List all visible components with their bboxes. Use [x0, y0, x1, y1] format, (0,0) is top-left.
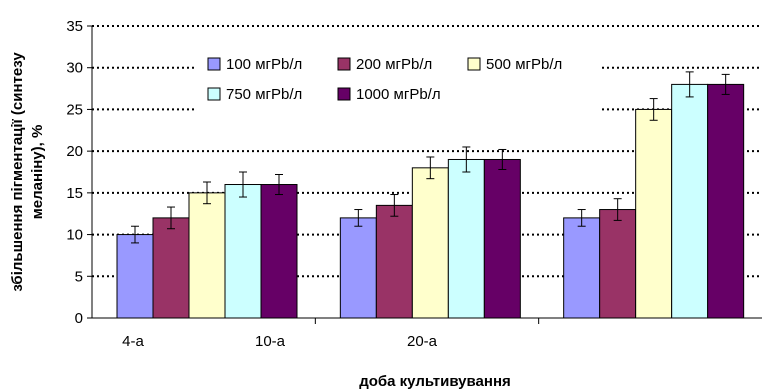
y-tick-label-10: 10	[66, 227, 83, 244]
bar-5-group-3	[707, 83, 745, 319]
legend-swatch-3	[467, 57, 481, 71]
legend-swatch-2	[337, 57, 351, 71]
legend-label-4: 750 мгPb/л	[226, 86, 302, 103]
y-tick-label-20: 20	[66, 143, 83, 160]
y-tick-label-25: 25	[66, 101, 83, 118]
legend-label-1: 100 мгPb/л	[226, 56, 302, 73]
bar-1-group-3	[563, 217, 601, 319]
bar-3-group-2	[411, 167, 449, 319]
bar-1-group-2	[339, 217, 377, 319]
bar-2-group-3	[599, 209, 637, 319]
legend-label-2: 200 мгPb/л	[356, 56, 432, 73]
bar-4-group-2	[447, 158, 485, 319]
x-tick-label-1: 4-а	[122, 333, 144, 350]
legend-swatch-1	[207, 57, 221, 71]
y-tick-label-5: 5	[75, 268, 83, 285]
axes-layer	[87, 25, 762, 324]
bars-layer	[116, 71, 745, 319]
bar-2-group-2	[375, 204, 413, 319]
legend-background	[195, 52, 600, 112]
labels-layer: 0 5 10 15 20 25 30 35 4-а 10-а 20-а	[66, 18, 437, 350]
legend-label-5: 1000 мгPb/л	[356, 86, 441, 103]
y-tick-label-35: 35	[66, 18, 83, 35]
bar-4-group-3	[671, 83, 709, 319]
bar-5-group-1	[260, 184, 298, 319]
bar-1-group-1	[116, 234, 154, 319]
bar-4-group-1	[224, 184, 262, 319]
legend: 100 мгPb/л 200 мгPb/л 500 мгPb/л 750 мгPb/л…	[195, 52, 600, 112]
bar-3-group-1	[188, 192, 226, 319]
y-tick-label-0: 0	[75, 310, 83, 327]
y-tick-label-15: 15	[66, 185, 83, 202]
legend-swatch-5	[337, 87, 351, 101]
legend-label-3: 500 мгPb/л	[486, 56, 562, 73]
y-tick-label-30: 30	[66, 60, 83, 77]
x-tick-label-3: 20-а	[407, 333, 438, 350]
bar-3-group-3	[635, 108, 673, 319]
bar-5-group-2	[483, 158, 521, 319]
y-axis-title-line-1: збільшення пігментації (синтезу	[9, 52, 26, 292]
bar-2-group-1	[152, 217, 190, 319]
x-tick-label-2: 10-а	[255, 333, 286, 350]
legend-swatch-4	[207, 87, 221, 101]
x-axis-title: доба культивування	[359, 373, 511, 390]
y-axis-title-line-2: меланіну), %	[29, 125, 46, 220]
